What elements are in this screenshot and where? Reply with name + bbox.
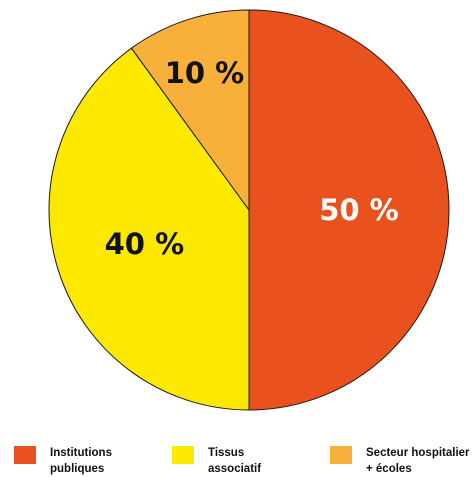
legend-item-tissus-associatif: Tissus associatif bbox=[172, 445, 261, 477]
slice-value-label: 10 % bbox=[165, 56, 245, 90]
pie-slice-tissus-associatif bbox=[48, 47, 250, 411]
pie-labels: 50 % 40 % 10 % bbox=[105, 56, 399, 261]
legend-label: Secteur hospitalier + écoles bbox=[366, 447, 470, 475]
legend: Institutions publiques Tissus associatif… bbox=[0, 445, 475, 477]
legend-swatch bbox=[172, 446, 194, 464]
slice-value-label: 50 % bbox=[319, 193, 399, 227]
legend-item-secteur-hospitalier: Secteur hospitalier + écoles bbox=[330, 445, 470, 477]
pie-slices bbox=[48, 9, 450, 411]
legend-swatch bbox=[14, 446, 36, 464]
slice-value-label: 40 % bbox=[105, 227, 185, 261]
pie-slice-institutions-publiques bbox=[248, 9, 450, 411]
legend-swatch bbox=[330, 446, 352, 464]
legend-label: Institutions publiques bbox=[50, 447, 112, 475]
pie-chart: 50 % 40 % 10 % bbox=[48, 9, 450, 411]
legend-item-institutions-publiques: Institutions publiques bbox=[14, 445, 112, 477]
legend-label: Tissus associatif bbox=[208, 447, 262, 475]
pie-slice-secteur-hospitalier-coles bbox=[130, 9, 250, 212]
